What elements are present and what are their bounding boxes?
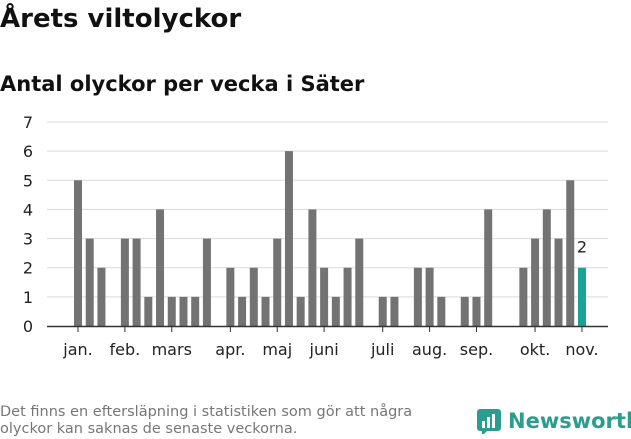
bar <box>167 296 176 326</box>
bar <box>460 296 469 326</box>
bar <box>261 296 270 326</box>
chart-title: Årets viltolyckor <box>0 4 242 34</box>
bar <box>179 296 188 326</box>
bar <box>566 180 575 326</box>
bar <box>425 267 434 326</box>
bar <box>331 296 340 326</box>
x-tick-label: okt. <box>520 340 550 359</box>
brand-name: Newsworthy <box>508 409 631 433</box>
bar <box>226 267 235 326</box>
highlighted-bar <box>577 267 586 326</box>
bar <box>284 151 293 326</box>
bar <box>273 238 282 326</box>
y-tick-label: 2 <box>23 259 33 278</box>
bar <box>308 209 317 326</box>
axes: 0 1 2 3 4 5 6 7 2 jan. feb. mars apr. maj juni juli aug.… <box>23 113 608 359</box>
x-tick-label: aug. <box>412 340 447 359</box>
x-tick-label: nov. <box>565 340 598 359</box>
y-tick-label: 1 <box>23 288 33 307</box>
bar-chart: 0 1 2 3 4 5 6 7 2 jan. feb. mars apr. maj juni juli aug.… <box>23 113 608 359</box>
x-tick-label: apr. <box>215 340 245 359</box>
bar <box>156 209 165 326</box>
brand-logo: Newsworthy <box>476 408 631 434</box>
bar <box>355 238 364 326</box>
newsworthy-icon <box>477 409 501 434</box>
bar <box>390 296 399 326</box>
x-tick-label: feb. <box>110 340 141 359</box>
bar <box>202 238 211 326</box>
chart-subtitle: Antal olyckor per vecka i Säter <box>0 72 365 96</box>
bar <box>437 296 446 326</box>
bars <box>74 151 586 326</box>
y-tick-label: 3 <box>23 230 33 249</box>
bar <box>97 267 106 326</box>
bar <box>191 296 200 326</box>
bar <box>531 238 540 326</box>
y-tick-label: 4 <box>23 200 33 219</box>
x-tick-label: jan. <box>62 340 92 359</box>
bar <box>343 267 352 326</box>
x-tick-label: sep. <box>460 340 493 359</box>
x-tick-label: juni <box>309 340 339 359</box>
bar <box>484 209 493 326</box>
bar <box>296 296 305 326</box>
bar <box>554 238 563 326</box>
bar <box>320 267 329 326</box>
data-label: 2 <box>577 238 587 257</box>
bar <box>413 267 422 326</box>
bar <box>519 267 528 326</box>
bar <box>238 296 247 326</box>
y-tick-label: 0 <box>23 317 33 336</box>
bar <box>144 296 153 326</box>
bar <box>542 209 551 326</box>
y-tick-label: 5 <box>23 171 33 190</box>
bar <box>120 238 129 326</box>
y-tick-label: 6 <box>23 142 33 161</box>
bar <box>85 238 94 326</box>
bar <box>249 267 258 326</box>
footnote: Det finns en eftersläpning i statistiken… <box>0 404 413 437</box>
x-tick-label: juli <box>370 340 394 359</box>
y-tick-label: 7 <box>23 113 33 132</box>
bar <box>74 180 82 326</box>
bar <box>472 296 481 326</box>
bar <box>132 238 141 326</box>
bar <box>378 296 387 326</box>
x-tick-label: maj <box>262 340 292 359</box>
x-tick-label: mars <box>152 340 192 359</box>
